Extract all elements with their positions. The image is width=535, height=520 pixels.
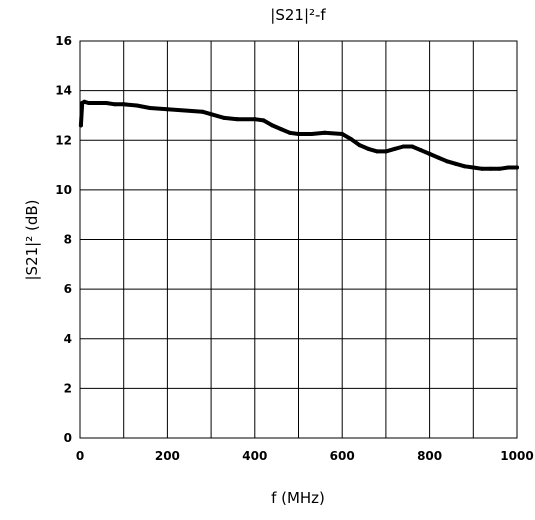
data-point bbox=[497, 166, 502, 171]
y-axis-label: |S21|² (dB) bbox=[23, 199, 41, 280]
data-point bbox=[453, 161, 458, 166]
data-point bbox=[462, 164, 467, 169]
x-tick-label: 0 bbox=[76, 449, 84, 463]
data-point bbox=[471, 165, 476, 170]
data-point bbox=[401, 144, 406, 149]
data-point bbox=[82, 99, 87, 104]
x-tick-label: 200 bbox=[155, 449, 180, 463]
y-tick-label: 8 bbox=[64, 233, 72, 247]
y-tick-label: 4 bbox=[64, 332, 72, 346]
data-point bbox=[348, 137, 353, 142]
data-point bbox=[392, 146, 397, 151]
x-axis: 0 200 400 600 800 1000 bbox=[76, 449, 534, 463]
data-point bbox=[78, 123, 83, 128]
y-tick-label: 16 bbox=[55, 34, 72, 48]
data-point bbox=[410, 144, 415, 149]
data-point bbox=[366, 146, 371, 151]
x-axis-label: f (MHz) bbox=[271, 489, 325, 507]
x-tick-label: 600 bbox=[330, 449, 355, 463]
data-point bbox=[222, 115, 227, 120]
data-point bbox=[427, 151, 432, 156]
y-tick-label: 10 bbox=[55, 183, 72, 197]
data-point bbox=[147, 105, 152, 110]
data-point bbox=[104, 101, 109, 106]
y-axis: 0 2 4 6 8 10 12 14 16 bbox=[55, 34, 72, 445]
data-point bbox=[121, 102, 126, 107]
data-point bbox=[279, 127, 284, 132]
x-tick-label: 800 bbox=[417, 449, 442, 463]
data-point bbox=[86, 101, 91, 106]
data-point bbox=[506, 165, 511, 170]
y-tick-label: 6 bbox=[64, 282, 72, 296]
data-point bbox=[480, 166, 485, 171]
data-point bbox=[112, 102, 117, 107]
data-point bbox=[165, 107, 170, 112]
data-point bbox=[200, 109, 205, 114]
data-point bbox=[182, 108, 187, 113]
y-tick-label: 0 bbox=[64, 431, 72, 445]
data-point bbox=[309, 132, 314, 137]
data-point bbox=[95, 101, 100, 106]
data-point bbox=[436, 155, 441, 160]
data-point bbox=[270, 123, 275, 128]
data-point bbox=[252, 117, 257, 122]
x-tick-label: 1000 bbox=[500, 449, 533, 463]
data-point bbox=[134, 103, 139, 108]
data-point bbox=[375, 149, 380, 154]
data-point bbox=[287, 130, 292, 135]
data-point bbox=[383, 149, 388, 154]
chart-title: |S21|²-f bbox=[270, 6, 326, 24]
plot-frame bbox=[79, 40, 518, 439]
y-tick-label: 14 bbox=[55, 84, 72, 98]
series-layer bbox=[78, 99, 519, 171]
data-point bbox=[488, 166, 493, 171]
data-point bbox=[445, 159, 450, 164]
data-point bbox=[209, 112, 214, 117]
data-point bbox=[296, 132, 301, 137]
y-tick-label: 2 bbox=[64, 381, 72, 395]
y-tick-label: 12 bbox=[55, 133, 72, 147]
data-point bbox=[322, 130, 327, 135]
data-point bbox=[515, 165, 519, 170]
data-point bbox=[235, 117, 240, 122]
data-point bbox=[418, 148, 423, 153]
data-point bbox=[357, 143, 362, 148]
data-point bbox=[261, 118, 266, 123]
data-point bbox=[340, 132, 345, 137]
x-tick-label: 400 bbox=[242, 449, 267, 463]
